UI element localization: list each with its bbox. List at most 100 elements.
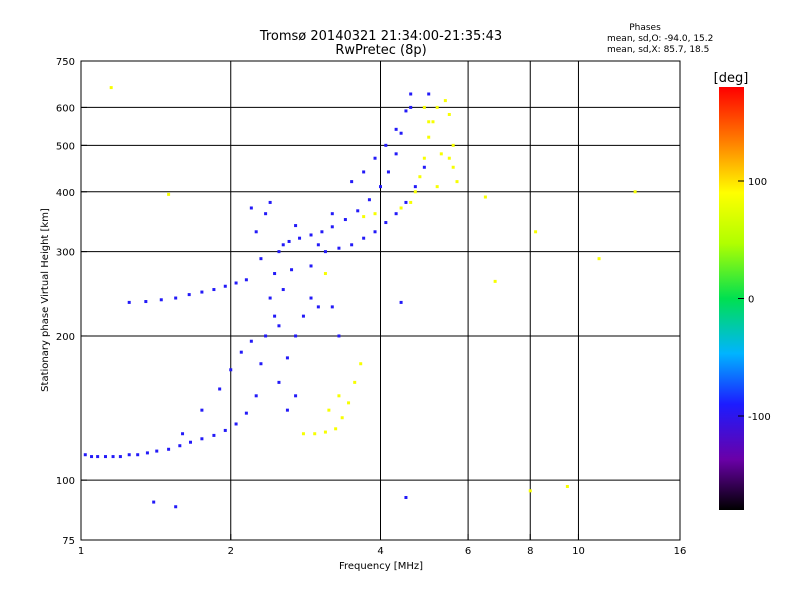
echo-point [309,233,313,237]
echo-point [435,105,439,109]
echo-point [334,427,338,431]
echo-point [447,156,451,160]
echo-point [155,449,159,453]
echo-point [301,432,305,436]
echo-point [145,451,149,455]
echo-point [294,224,298,228]
colorbar-ticks: 100 0 -100 [738,177,771,423]
echo-point [309,264,313,268]
echo-point [384,143,388,147]
echo-point [109,86,113,90]
echo-point [483,195,487,199]
echo-point [200,408,204,412]
echo-point [362,215,366,219]
phase-stats-x: mean, sd,X: 85.7, 18.5 [607,45,709,55]
echo-point [340,416,344,420]
echo-point [181,432,185,436]
echo-point [200,437,204,441]
echo-point [294,394,298,398]
echo-point [264,212,268,216]
echo-point [443,99,447,103]
echo-point [451,165,455,169]
x-tick-label: 8 [527,546,533,557]
echo-point [277,250,281,254]
echo-point [633,190,637,194]
grid-lines [81,61,680,540]
echo-point [234,281,238,285]
echo-point [273,314,277,318]
echo-point [386,170,390,174]
y-tick-label: 200 [56,332,75,343]
echo-point [356,209,360,213]
y-axis-label: Stationary phase Virtual Height [km] [40,208,51,392]
echo-point [167,192,171,196]
phase-stats-o: mean, sd,O: -94.0, 15.2 [607,34,713,44]
echo-point [359,362,363,366]
echo-points [83,86,637,509]
echo-point [285,408,289,412]
echo-point [330,212,334,216]
echo-point [337,246,341,250]
echo-point [268,296,272,300]
echo-point [218,387,222,391]
echo-point [330,305,334,309]
x-tick-label: 4 [377,546,383,557]
x-axis-label: Frequency [MHz] [339,561,423,572]
echo-point [277,380,281,384]
echo-point [394,127,398,131]
y-tick-label: 400 [56,188,75,199]
echo-point [290,268,294,272]
echo-point [259,257,263,261]
echo-point [597,257,601,261]
echo-point [493,279,497,283]
y-axis-ticks: 75 100 200 300 400 500 600 750 [56,57,87,547]
echo-point [277,324,281,328]
echo-point [268,200,272,204]
echo-point [447,112,451,116]
echo-point [451,143,455,147]
echo-point [212,288,216,292]
echo-point [259,362,263,366]
echo-point [118,455,122,459]
echo-point [439,152,443,156]
echo-point [427,135,431,139]
echo-point [409,200,413,204]
echo-point [413,185,417,189]
echo-point [178,444,182,448]
echo-point [254,230,258,234]
echo-point [413,190,417,194]
echo-point [565,484,569,488]
echo-point [422,165,426,169]
x-axis-ticks: 1 2 4 6 8 10 16 [78,534,686,557]
echo-point [244,411,248,415]
y-tick-label: 75 [62,536,75,547]
echo-point [399,300,403,304]
echo-point [249,206,253,210]
echo-point [422,105,426,109]
echo-point [83,453,87,457]
echo-point [337,394,341,398]
echo-point [353,380,357,384]
echo-point [323,430,327,434]
echo-point [362,170,366,174]
echo-point [399,131,403,135]
echo-point [273,272,277,276]
echo-point [384,221,388,225]
echo-point [254,394,258,398]
chart-title: Tromsø 20140321 21:34:00-21:35:43 [259,29,502,44]
echo-point [394,152,398,156]
echo-point [431,120,435,124]
chart-subtitle: RwPretec (8p) [335,43,426,58]
y-tick-label: 750 [56,57,75,68]
echo-point [249,339,253,343]
echo-point [455,180,459,184]
echo-point [418,175,422,179]
echo-point [409,92,413,96]
echo-point [96,455,100,459]
echo-point [367,198,371,202]
echo-point [234,422,238,426]
x-tick-label: 1 [78,546,84,557]
echo-point [404,109,408,113]
echo-point [127,453,131,457]
